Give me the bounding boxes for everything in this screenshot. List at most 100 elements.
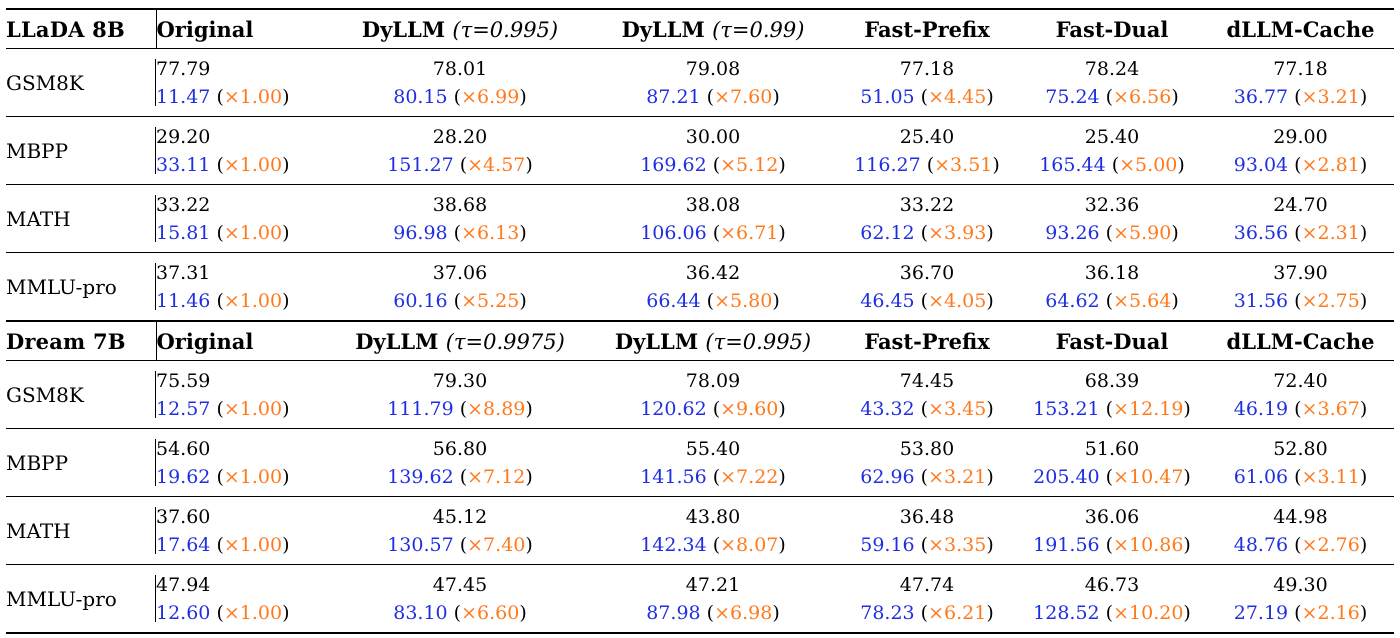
accuracy-value: 78.24: [1084, 57, 1140, 80]
paren-close: ): [282, 397, 290, 420]
dataset-name: MATH: [6, 184, 156, 253]
column-header-dllm-cache: dLLM-Cache: [1207, 8, 1394, 49]
paren-close: ): [1171, 221, 1179, 244]
result-cell: 53.80 62.96 (×3.21): [837, 428, 1017, 497]
paren-open: (: [1099, 221, 1114, 244]
table-row: MBPP 54.60 19.62 (×1.00) 56.80 139.62 (×7.12…: [6, 428, 1394, 497]
paren-close: ): [282, 221, 290, 244]
speedup-value: ×6.56: [1113, 85, 1172, 108]
speed-line: 191.56 (×10.86): [1017, 531, 1207, 559]
accuracy-value: 32.36: [1084, 193, 1140, 216]
throughput-value: 12.60: [156, 601, 211, 624]
speed-line: 128.52 (×10.20): [1017, 599, 1207, 627]
paren-close: ): [986, 289, 994, 312]
speed-line: 93.04 (×2.81): [1207, 151, 1394, 179]
speedup-value: ×4.45: [928, 85, 987, 108]
paren-close: ): [772, 601, 780, 624]
speedup-value: ×9.60: [720, 397, 779, 420]
accuracy-value: 36.42: [685, 261, 741, 284]
accuracy-value: 25.40: [899, 125, 955, 148]
result-cell: 36.18 64.62 (×5.64): [1017, 253, 1207, 322]
speed-line: 87.98 (×6.98): [589, 599, 837, 627]
accuracy-value: 75.59: [156, 369, 211, 392]
accuracy-value: 45.12: [432, 505, 488, 528]
result-cell: 78.09 120.62 (×9.60): [589, 360, 837, 429]
throughput-value: 87.21: [646, 85, 701, 108]
accuracy-value: 77.18: [899, 57, 955, 80]
throughput-value: 78.23: [860, 601, 915, 624]
paren-close: ): [1359, 465, 1368, 488]
paren-open: (: [914, 397, 929, 420]
accuracy-value: 37.60: [156, 505, 211, 528]
paren-open: (: [706, 465, 721, 488]
throughput-value: 83.10: [393, 601, 448, 624]
accuracy-value: 56.80: [432, 437, 488, 460]
paren-close: ): [1359, 533, 1368, 556]
speedup-value: ×6.60: [461, 601, 520, 624]
paren-open: (: [447, 601, 462, 624]
paren-open: (: [914, 221, 929, 244]
speedup-value: ×2.76: [1301, 533, 1360, 556]
result-cell: 37.31 11.46 (×1.00): [156, 253, 331, 322]
speedup-value: ×1.00: [223, 289, 283, 312]
speedup-value: ×3.35: [928, 533, 987, 556]
speedup-value: ×3.21: [1301, 85, 1360, 108]
paren-open: (: [914, 533, 929, 556]
column-header-dyllm-a: DyLLM (τ=0.995): [331, 8, 589, 49]
throughput-value: 46.45: [860, 289, 915, 312]
speed-line: 87.21 (×7.60): [589, 83, 837, 111]
paren-close: ): [525, 533, 533, 556]
speed-line: 66.44 (×5.80): [589, 287, 837, 315]
paren-close: ): [772, 289, 780, 312]
accuracy-value: 51.60: [1084, 437, 1140, 460]
paren-open: (: [453, 153, 468, 176]
accuracy-value: 24.70: [1273, 193, 1328, 216]
paren-close: ): [525, 465, 533, 488]
accuracy-value: 25.40: [1084, 125, 1140, 148]
results-table: LLaDA 8B Original DyLLM (τ=0.995) DyLLM (τ=…: [6, 8, 1394, 634]
speedup-value: ×1.00: [223, 601, 283, 624]
speedup-value: ×1.00: [223, 153, 283, 176]
paren-open: (: [706, 221, 721, 244]
paren-close: ): [1183, 465, 1191, 488]
speed-line: 151.27 (×4.57): [331, 151, 589, 179]
paren-open: (: [1099, 397, 1114, 420]
column-header-label: dLLM-Cache: [1226, 328, 1375, 354]
throughput-value: 19.62: [156, 465, 211, 488]
accuracy-value: 36.70: [899, 261, 955, 284]
paren-open: (: [1099, 289, 1114, 312]
column-header-threshold: (τ=0.99): [712, 17, 805, 42]
result-cell: 44.98 48.76 (×2.76): [1207, 496, 1394, 565]
result-cell: 30.00 169.62 (×5.12): [589, 116, 837, 185]
throughput-value: 48.76: [1233, 533, 1289, 556]
speed-line: 17.64 (×1.00): [156, 531, 331, 559]
column-header-dyllm-b: DyLLM (τ=0.995): [589, 320, 837, 361]
speedup-value: ×1.00: [223, 533, 283, 556]
speedup-value: ×2.31: [1301, 221, 1360, 244]
throughput-value: 62.12: [860, 221, 915, 244]
throughput-value: 191.56: [1033, 533, 1100, 556]
column-header-label: Fast-Dual: [1055, 328, 1169, 354]
result-cell: 25.40 165.44 (×5.00): [1017, 116, 1207, 185]
accuracy-value: 55.40: [685, 437, 741, 460]
result-cell: 78.24 75.24 (×6.56): [1017, 48, 1207, 117]
paren-open: (: [210, 85, 224, 108]
speed-line: 93.26 (×5.90): [1017, 219, 1207, 247]
throughput-value: 169.62: [640, 153, 707, 176]
paren-open: (: [700, 289, 715, 312]
speed-line: 15.81 (×1.00): [156, 219, 331, 247]
throughput-value: 128.52: [1033, 601, 1100, 624]
dataset-name: MBPP: [6, 116, 156, 185]
accuracy-value: 47.74: [899, 573, 955, 596]
column-header-threshold: (τ=0.9975): [445, 329, 565, 354]
speed-line: 75.24 (×6.56): [1017, 83, 1207, 111]
speed-line: 96.98 (×6.13): [331, 219, 589, 247]
speedup-value: ×10.20: [1113, 601, 1184, 624]
paren-open: (: [1105, 153, 1120, 176]
paren-open: (: [700, 601, 715, 624]
column-header-threshold: (τ=0.995): [452, 17, 559, 42]
speed-line: 165.44 (×5.00): [1017, 151, 1207, 179]
result-cell: 54.60 19.62 (×1.00): [156, 428, 331, 497]
result-cell: 47.45 83.10 (×6.60): [331, 564, 589, 634]
result-cell: 68.39 153.21 (×12.19): [1017, 360, 1207, 429]
